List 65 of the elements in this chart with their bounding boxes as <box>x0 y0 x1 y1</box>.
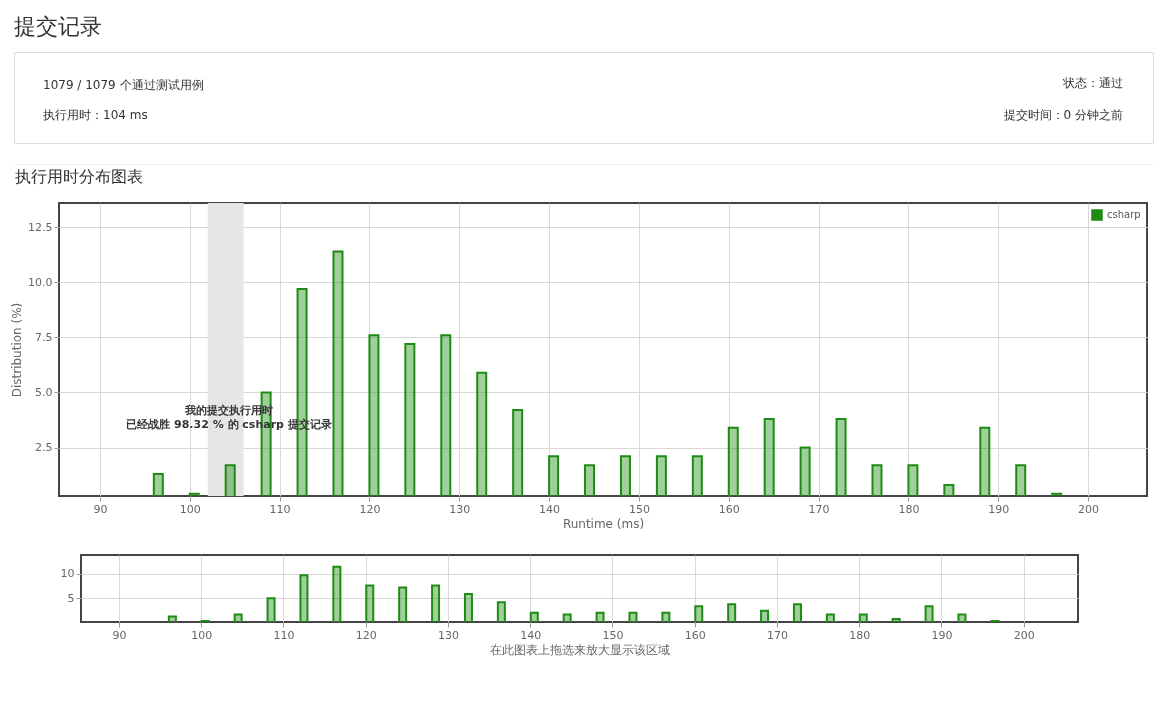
bar <box>924 605 934 622</box>
x-tick-label: 130 <box>449 502 471 516</box>
chart-title: 执行用时分布图表 <box>14 167 143 186</box>
bar <box>398 586 408 622</box>
x-tick-label: 110 <box>269 502 291 516</box>
y-tick-label: 2.5 <box>35 441 53 455</box>
y-tick-label: 12.5 <box>28 220 53 234</box>
x-tick-label: 120 <box>355 628 377 642</box>
text: 提交时间：0 分钟之前 <box>1003 107 1123 124</box>
bar <box>463 592 473 622</box>
x-tick-label: 100 <box>191 628 213 642</box>
bar <box>760 609 770 622</box>
text: 1079 / 1079 个通过测试用例 <box>43 77 204 94</box>
bar <box>299 574 309 622</box>
x-tick-label: 110 <box>273 628 295 642</box>
x-tick-label: 180 <box>849 628 871 642</box>
bar <box>167 615 177 622</box>
bar <box>825 613 835 622</box>
bar <box>792 603 802 622</box>
bar <box>431 584 441 622</box>
x-tick-label: 160 <box>718 502 740 516</box>
x-tick-label: 190 <box>988 502 1010 516</box>
x-tick-label: 90 <box>93 502 108 516</box>
bar <box>529 611 539 622</box>
x-tick-label: 100 <box>179 502 201 516</box>
x-tick-label: 150 <box>602 628 624 642</box>
bar <box>595 611 605 622</box>
bar <box>332 565 342 622</box>
x-tick-label: 140 <box>520 628 542 642</box>
x-tick-label: 200 <box>1078 502 1100 516</box>
bar <box>727 603 737 622</box>
bar <box>694 605 704 622</box>
bar <box>858 613 868 622</box>
x-tick-label: 140 <box>539 502 561 516</box>
bar <box>266 597 276 622</box>
y-tick-label: 10 <box>60 567 75 581</box>
x-tick-label: 90 <box>112 628 127 642</box>
bar <box>562 613 572 622</box>
y-tick-label: 10.0 <box>28 275 53 289</box>
text: 执行用时：104 ms <box>43 107 148 124</box>
x-tick-label: 120 <box>359 502 381 516</box>
bar <box>957 613 967 622</box>
text: 提交记录 <box>14 13 103 41</box>
y-tick-label: 5.0 <box>35 385 53 399</box>
legend-label: csharp <box>1107 209 1141 220</box>
x-axis-title: 在此图表上拖选来放大显示该区域 <box>490 642 670 657</box>
x-tick-label: 170 <box>808 502 830 516</box>
bar <box>233 613 243 622</box>
bar <box>661 611 671 622</box>
bar <box>365 584 375 622</box>
x-tick-label: 190 <box>931 628 953 642</box>
x-tick-label: 200 <box>1013 628 1035 642</box>
x-tick-label: 170 <box>766 628 788 642</box>
bar <box>891 618 901 622</box>
x-tick-label: 150 <box>628 502 650 516</box>
y-tick-label: 5 <box>67 591 75 605</box>
y-axis-title: Distribution (%) <box>10 302 25 398</box>
bar <box>628 611 638 622</box>
bar <box>496 601 506 622</box>
y-tick-label: 7.5 <box>35 330 53 344</box>
x-tick-label: 160 <box>684 628 706 642</box>
x-axis-title: Runtime (ms) <box>562 516 645 531</box>
x-tick-label: 180 <box>898 502 920 516</box>
x-tick-label: 130 <box>437 628 459 642</box>
text: 状态：通过 <box>1063 75 1123 92</box>
